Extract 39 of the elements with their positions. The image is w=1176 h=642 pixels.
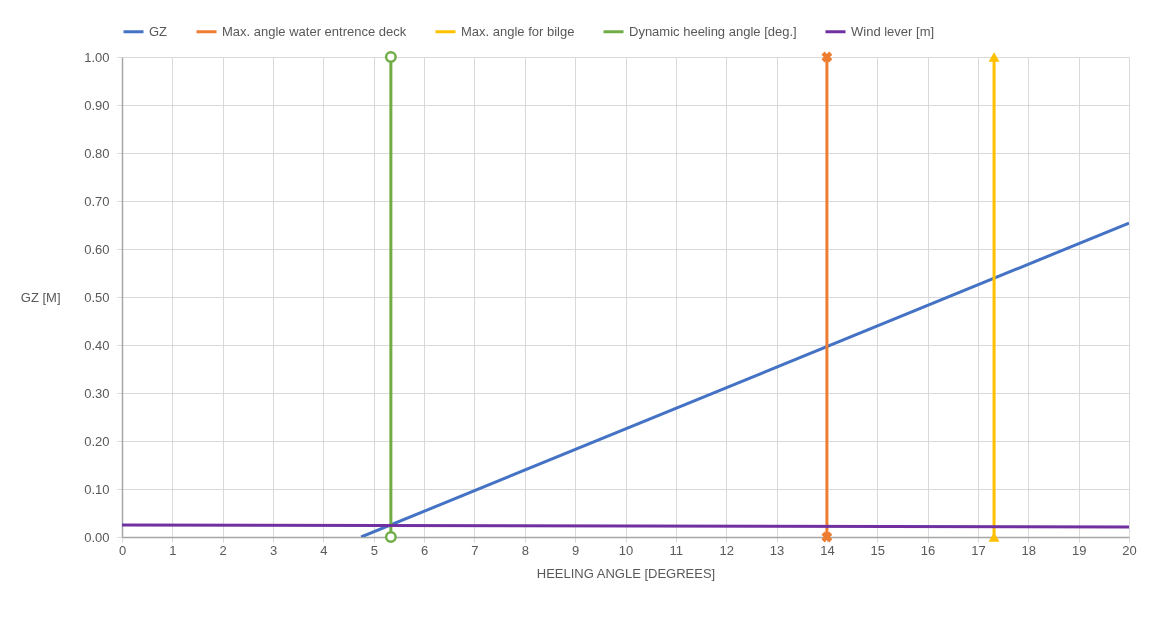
x-tick-label: 8: [521, 542, 529, 558]
y-tick-label: 0.60: [84, 241, 110, 257]
y-tick-label: 0.30: [84, 385, 110, 401]
x-tick-label: 6: [420, 542, 429, 558]
x-tick-label: 5: [370, 542, 378, 558]
y-tick-label: 0.10: [84, 481, 110, 497]
x-tick-label: 14: [820, 542, 835, 558]
legend-label: Max. angle for bilge: [461, 23, 575, 39]
x-tick-label: 20: [1122, 542, 1137, 558]
x-tick-label: 4: [320, 542, 328, 558]
y-tick-label: 0.70: [84, 193, 110, 209]
x-tick-label: 1: [169, 542, 177, 558]
x-tick-label: 3: [269, 542, 278, 558]
legend-label: Dynamic heeling angle [deg.]: [629, 23, 797, 39]
x-tick-label: 7: [471, 542, 479, 558]
legend-label: GZ: [149, 23, 168, 39]
y-tick-label: 0.20: [84, 433, 110, 449]
y-tick-label: 0.90: [84, 97, 110, 113]
x-tick-label: 9: [572, 542, 580, 558]
y-tick-label: 0.80: [84, 145, 110, 161]
x-tick-label: 16: [920, 542, 936, 558]
x-tick-label: 17: [971, 542, 986, 558]
y-tick-label: 0.00: [84, 529, 110, 545]
x-tick-label: 12: [719, 542, 734, 558]
x-tick-label: 18: [1021, 542, 1037, 558]
y-axis-title: GZ [M]: [20, 289, 61, 305]
y-tick-label: 0.40: [84, 337, 110, 353]
x-tick-label: 2: [219, 542, 227, 558]
y-tick-label: 1.00: [84, 49, 110, 65]
x-tick-label: 19: [1071, 542, 1087, 558]
x-tick-label: 13: [769, 542, 785, 558]
x-tick-label: 0: [118, 542, 127, 558]
x-tick-label: 15: [870, 542, 885, 558]
x-axis-title: HEELING ANGLE [DEGREES]: [536, 565, 716, 581]
y-tick-label: 0.50: [84, 289, 110, 305]
x-tick-label: 10: [618, 542, 634, 558]
x-tick-label: 11: [669, 542, 684, 558]
legend-label: Max. angle water entrence deck: [222, 23, 407, 39]
legend-label: Wind lever [m]: [851, 23, 935, 39]
